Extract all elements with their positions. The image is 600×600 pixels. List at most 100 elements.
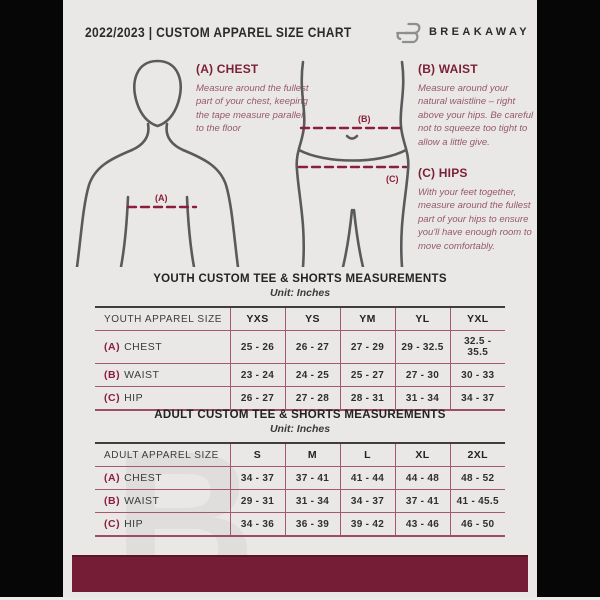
adult-size-table: ADULT APPAREL SIZE S M L XL 2XL (A) CHEST… bbox=[95, 442, 505, 537]
youth-table-title: YOUTH CUSTOM TEE & SHORTS MEASUREMENTS bbox=[153, 273, 447, 285]
size-cell: 44 - 48 bbox=[394, 466, 451, 490]
size-cell: 34 - 37 bbox=[449, 386, 505, 410]
chest-marker-label: (A) bbox=[155, 193, 168, 203]
youth-size-table: YOUTH APPAREL SIZE YXS YS YM YL YXL (A) C… bbox=[95, 306, 505, 411]
navel-mark bbox=[345, 134, 359, 140]
lower-body-figure: (B) (C) bbox=[295, 60, 410, 267]
table-row: (B) WAIST 29 - 31 31 - 34 34 - 37 37 - 41… bbox=[95, 489, 505, 513]
row-label: (C) HIP bbox=[95, 386, 231, 410]
size-cell: 24 - 25 bbox=[284, 363, 341, 387]
waist-heading: (B) WAIST bbox=[418, 62, 478, 76]
row-name: CHEST bbox=[124, 472, 163, 484]
row-key: (C) bbox=[104, 518, 121, 530]
table-row: (C) HIP 34 - 36 36 - 39 39 - 42 43 - 46 4… bbox=[95, 512, 505, 536]
youth-table-unit: Unit: Inches bbox=[269, 287, 331, 299]
size-cell: 37 - 41 bbox=[394, 489, 451, 513]
brand-block: BREAKAWAY bbox=[395, 20, 530, 44]
shoulder-arm-right bbox=[181, 148, 240, 267]
size-cell: 25 - 26 bbox=[229, 330, 286, 364]
size-cell: 27 - 30 bbox=[394, 363, 451, 387]
size-cell: 31 - 34 bbox=[284, 489, 341, 513]
size-cell: 23 - 24 bbox=[229, 363, 286, 387]
row-label: (A) CHEST bbox=[95, 330, 231, 364]
chest-instructions: (A) CHEST Measure around the fullest par… bbox=[196, 62, 312, 136]
row-label: (B) WAIST bbox=[95, 489, 231, 513]
size-cell: 32.5 - 35.5 bbox=[449, 330, 505, 364]
waist-marker-label: (B) bbox=[358, 114, 371, 124]
size-cell: 31 - 34 bbox=[394, 386, 451, 410]
youth-table-section: YOUTH CUSTOM TEE & SHORTS MEASUREMENTS U… bbox=[95, 273, 505, 411]
column-header: 2XL bbox=[449, 443, 505, 467]
column-header: YOUTH APPAREL SIZE bbox=[95, 307, 231, 331]
size-cell: 34 - 36 bbox=[229, 512, 286, 536]
column-header: M bbox=[284, 443, 341, 467]
torso-right bbox=[399, 60, 410, 267]
chest-heading: (A) CHEST bbox=[196, 62, 259, 76]
row-key: (A) bbox=[104, 341, 121, 353]
inner-leg-left bbox=[341, 208, 354, 267]
bottom-edge-strip bbox=[0, 597, 600, 600]
size-cell: 48 - 52 bbox=[449, 466, 505, 490]
shoulder-arm-left bbox=[75, 148, 134, 267]
size-cell: 29 - 32.5 bbox=[394, 330, 451, 364]
adult-table-title: ADULT CUSTOM TEE & SHORTS MEASUREMENTS bbox=[154, 409, 446, 421]
waist-instructions: (B) WAIST Measure around your natural wa… bbox=[418, 62, 534, 149]
hips-marker-label: (C) bbox=[386, 174, 399, 184]
size-cell: 36 - 39 bbox=[284, 512, 341, 536]
row-name: HIP bbox=[124, 518, 144, 530]
size-cell: 26 - 27 bbox=[229, 386, 286, 410]
head-outline bbox=[133, 59, 182, 128]
size-cell: 34 - 37 bbox=[339, 489, 396, 513]
column-header: ADULT APPAREL SIZE bbox=[95, 443, 231, 467]
size-cell: 29 - 31 bbox=[229, 489, 286, 513]
breakaway-b-monogram-icon bbox=[396, 22, 421, 44]
neck-left bbox=[130, 122, 150, 152]
size-cell: 26 - 27 bbox=[284, 330, 341, 364]
table-row: (C) HIP 26 - 27 27 - 28 28 - 31 31 - 34 3… bbox=[95, 386, 505, 410]
table-row: (A) CHEST 25 - 26 26 - 27 27 - 29 29 - 32… bbox=[95, 330, 505, 364]
hip-band-curve bbox=[297, 148, 408, 162]
row-key: (B) bbox=[104, 369, 121, 381]
waist-text: Measure around your natural waistline – … bbox=[418, 83, 534, 148]
row-name: WAIST bbox=[124, 369, 160, 381]
brand-name: BREAKAWAY bbox=[428, 26, 531, 38]
page-header: 2022/2023 | CUSTOM APPAREL SIZE CHART BR… bbox=[85, 18, 527, 46]
hips-instructions: (C) HIPS With your feet together, measur… bbox=[418, 166, 534, 253]
row-key: (C) bbox=[104, 392, 121, 404]
row-label: (B) WAIST bbox=[95, 363, 231, 387]
size-cell: 41 - 44 bbox=[339, 466, 396, 490]
size-chart-page: 2022/2023 | CUSTOM APPAREL SIZE CHART BR… bbox=[63, 0, 537, 600]
neck-right bbox=[165, 122, 185, 152]
size-cell: 37 - 41 bbox=[284, 466, 341, 490]
adult-table-unit: Unit: Inches bbox=[269, 423, 331, 435]
column-header: L bbox=[339, 443, 396, 467]
upper-body-figure: (A) bbox=[75, 59, 240, 267]
row-label: (A) CHEST bbox=[95, 466, 231, 490]
size-cell: 27 - 29 bbox=[339, 330, 396, 364]
size-cell: 34 - 37 bbox=[229, 466, 286, 490]
size-cell: 28 - 31 bbox=[339, 386, 396, 410]
table-row: (A) CHEST 34 - 37 37 - 41 41 - 44 44 - 48… bbox=[95, 466, 505, 490]
row-key: (B) bbox=[104, 495, 121, 507]
armpit-left bbox=[119, 195, 130, 267]
column-header: YL bbox=[394, 307, 451, 331]
size-cell: 30 - 33 bbox=[449, 363, 505, 387]
size-cell: 46 - 50 bbox=[449, 512, 505, 536]
size-cell: 43 - 46 bbox=[394, 512, 451, 536]
row-name: HIP bbox=[124, 392, 144, 404]
size-cell: 27 - 28 bbox=[284, 386, 341, 410]
hips-heading: (C) HIPS bbox=[418, 166, 468, 180]
column-header: YXL bbox=[449, 307, 505, 331]
adult-table-section: ADULT CUSTOM TEE & SHORTS MEASUREMENTS U… bbox=[95, 409, 505, 537]
row-key: (A) bbox=[104, 472, 121, 484]
column-header: YM bbox=[339, 307, 396, 331]
column-header: YS bbox=[284, 307, 341, 331]
column-header: S bbox=[229, 443, 286, 467]
row-name: WAIST bbox=[124, 495, 160, 507]
inner-leg-right bbox=[352, 208, 365, 267]
armpit-right bbox=[185, 195, 196, 267]
row-name: CHEST bbox=[124, 341, 163, 353]
footer-bar bbox=[72, 555, 528, 592]
size-cell: 39 - 42 bbox=[339, 512, 396, 536]
